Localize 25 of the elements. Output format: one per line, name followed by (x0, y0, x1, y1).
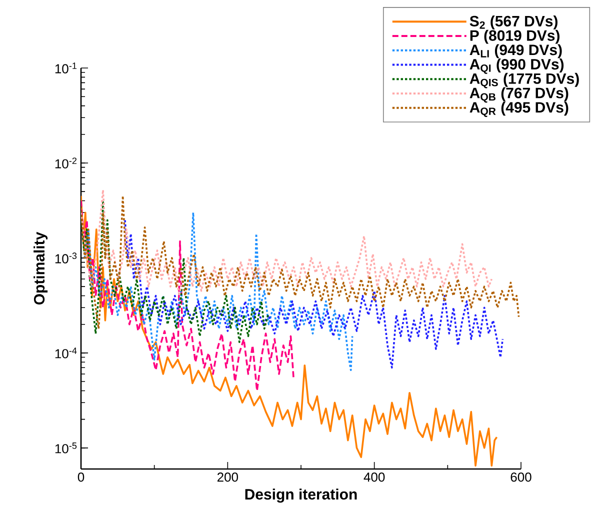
legend-label: S$_{2}$ (567 DVs) (470, 15, 558, 30)
line-series (81, 195, 498, 467)
legend-label: A$_{QB}$ (767 DVs) (470, 87, 568, 103)
x-tick-label: 600 (510, 472, 532, 482)
y-axis-title: Optimality (34, 232, 48, 305)
legend-label: A$_{QI}$ (990 DVs) (470, 58, 564, 74)
line-series (81, 200, 269, 344)
y-tick-label: 10$^{-3}$ (55, 252, 77, 264)
legend-label: A$_{QR}$ (495 DVs) (470, 102, 568, 117)
x-tick-label: 200 (217, 472, 238, 482)
legend-label: A$_{LI}$ (949 DVs) (470, 44, 562, 58)
line-series (81, 200, 295, 392)
y-tick-label: 10$^{-1}$ (55, 62, 77, 74)
x-tick-label: 0 (78, 472, 84, 482)
line-series (81, 195, 520, 330)
line-series (81, 189, 493, 297)
x-axis-title: Design iteration (245, 488, 357, 503)
legend-label: A$_{QIS}$ (1775 DVs) (470, 72, 579, 88)
x-tick-label: 400 (364, 472, 385, 482)
y-tick-label: 10$^{-4}$ (55, 348, 77, 358)
line-series (84, 212, 354, 371)
y-tick-label: 10$^{-5}$ (55, 442, 77, 454)
line-series (124, 219, 504, 369)
y-tick-label: 10$^{-2}$ (55, 158, 77, 168)
legend-label: P (8019 DVs) (470, 30, 560, 44)
